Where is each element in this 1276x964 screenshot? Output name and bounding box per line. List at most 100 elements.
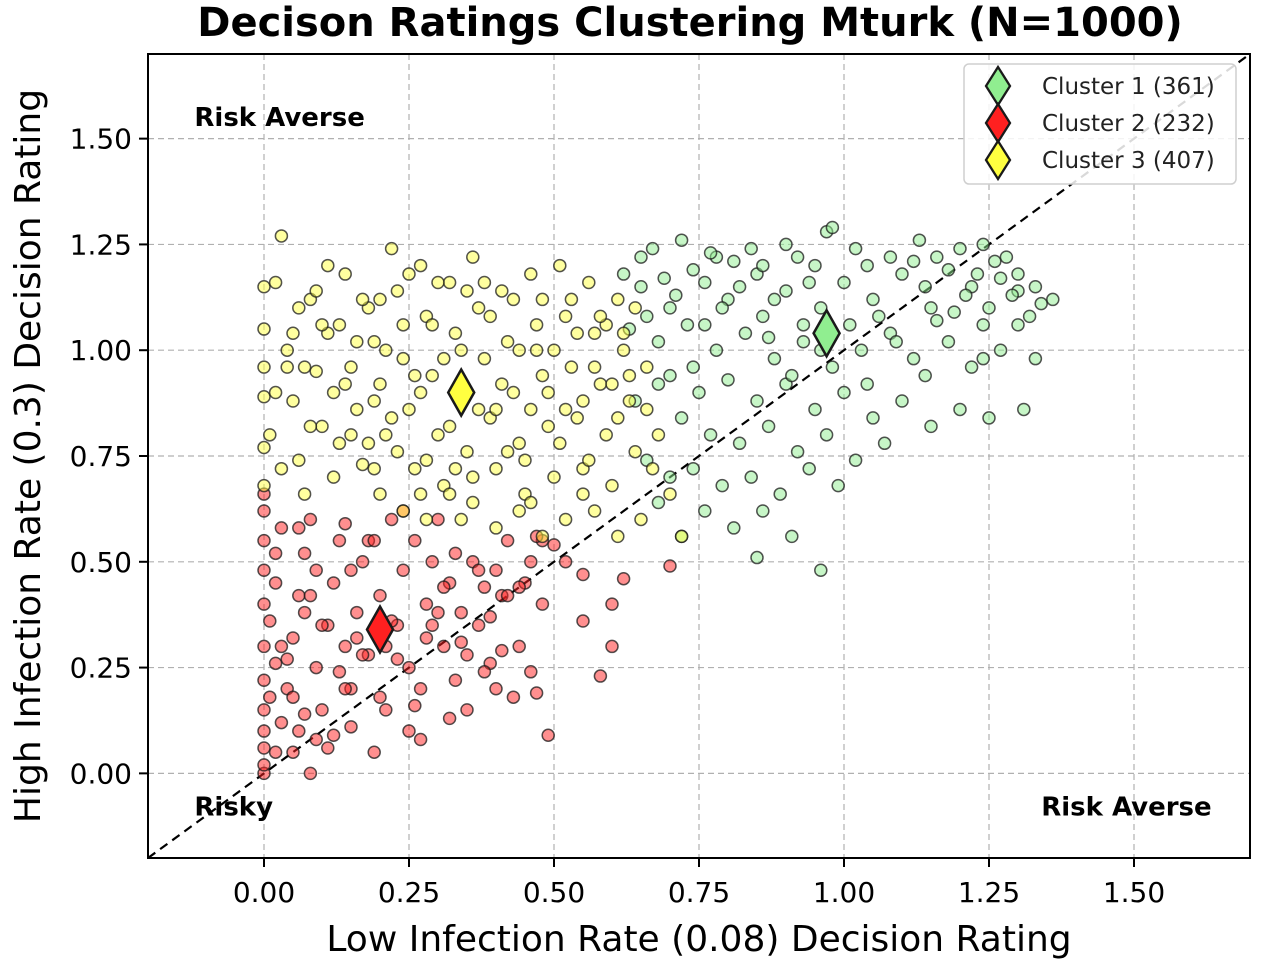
data-point [396, 318, 410, 332]
data-point [634, 279, 648, 294]
data-point [384, 512, 399, 527]
data-point [814, 563, 828, 578]
data-point [738, 326, 753, 341]
x-tick-label: 0.00 [233, 876, 295, 909]
data-point [419, 597, 434, 611]
data-point [541, 385, 555, 400]
data-point [338, 516, 352, 531]
data-point [674, 529, 689, 544]
data-point [466, 470, 480, 484]
data-point [297, 546, 312, 561]
data-point [460, 284, 474, 298]
data-point [512, 504, 526, 518]
data-point [918, 368, 932, 383]
data-point [761, 330, 776, 345]
data-point [286, 326, 300, 341]
legend-marker-cluster-3 [984, 138, 1012, 182]
data-point [379, 703, 393, 717]
legend-items: Cluster 1 (361) Cluster 2 (232) Cluster 3 … [984, 64, 1215, 182]
data-point [1017, 402, 1031, 417]
data-point [408, 533, 422, 548]
data-point [425, 318, 439, 332]
data-point [854, 343, 869, 357]
data-point [906, 254, 921, 269]
data-point [860, 377, 874, 391]
data-point [268, 656, 283, 671]
data-point [384, 411, 399, 425]
data-point [489, 461, 503, 476]
data-point [941, 263, 956, 277]
data-point [355, 648, 370, 662]
data-point [587, 360, 602, 374]
data-point [355, 292, 370, 307]
data-point [645, 241, 660, 256]
data-point [303, 512, 318, 527]
data-point [837, 385, 851, 400]
data-point [489, 563, 503, 578]
data-point [640, 360, 654, 374]
data-point [442, 419, 457, 434]
data-point [790, 250, 805, 264]
annotation-top-left: Risk Averse [194, 103, 364, 133]
data-point [512, 436, 526, 451]
legend-label-cluster-1: Cluster 1 (361) [1042, 74, 1215, 100]
legend-label-cluster-3: Cluster 3 (407) [1042, 148, 1215, 174]
data-point [500, 334, 515, 349]
data-point [373, 588, 387, 603]
data-point [413, 732, 428, 747]
data-point [274, 715, 289, 730]
data-point [489, 521, 503, 535]
data-point [1034, 296, 1048, 311]
data-point [355, 457, 370, 472]
data-point [431, 275, 445, 290]
x-tick-label: 0.75 [668, 876, 730, 909]
data-point [367, 745, 381, 759]
data-point [651, 377, 666, 391]
data-point [500, 533, 515, 548]
data-point [947, 305, 961, 319]
data-point [257, 322, 271, 336]
data-point [1046, 292, 1060, 307]
data-point [268, 576, 283, 590]
data-point [918, 279, 932, 294]
data-point [431, 605, 445, 620]
data-point [292, 588, 306, 603]
legend-label-cluster-2: Cluster 2 (232) [1042, 111, 1215, 137]
data-point [280, 360, 294, 374]
data-point [344, 720, 358, 734]
data-point [257, 563, 271, 578]
data-point [779, 237, 793, 252]
data-point [756, 504, 770, 518]
data-point [292, 301, 306, 315]
data-point [640, 309, 654, 324]
data-point [471, 618, 486, 633]
data-point [326, 470, 341, 484]
data-point [1011, 318, 1025, 332]
data-point [541, 728, 555, 743]
data-point [297, 487, 312, 501]
x-tick-label: 0.25 [378, 876, 440, 909]
data-point [564, 360, 579, 374]
data-point [524, 495, 538, 510]
chart-title: Decison Ratings Clustering Mturk (N=1000… [197, 0, 1183, 46]
data-point [953, 402, 967, 417]
y-tick-label: 0.75 [70, 440, 132, 473]
data-point [686, 360, 700, 374]
data-point [321, 258, 335, 273]
data-point [674, 411, 689, 425]
data-point [709, 343, 724, 357]
data-point [628, 445, 642, 459]
data-point [413, 487, 428, 501]
data-point [616, 326, 631, 341]
data-point [993, 343, 1008, 357]
data-point [593, 377, 608, 391]
data-point [524, 402, 538, 417]
data-point [976, 318, 990, 332]
data-point [663, 368, 677, 383]
data-point [408, 368, 422, 383]
data-point [500, 445, 515, 459]
data-point [257, 758, 271, 772]
data-point [437, 580, 451, 594]
y-tick-label: 1.50 [70, 123, 132, 156]
data-point [535, 368, 550, 383]
